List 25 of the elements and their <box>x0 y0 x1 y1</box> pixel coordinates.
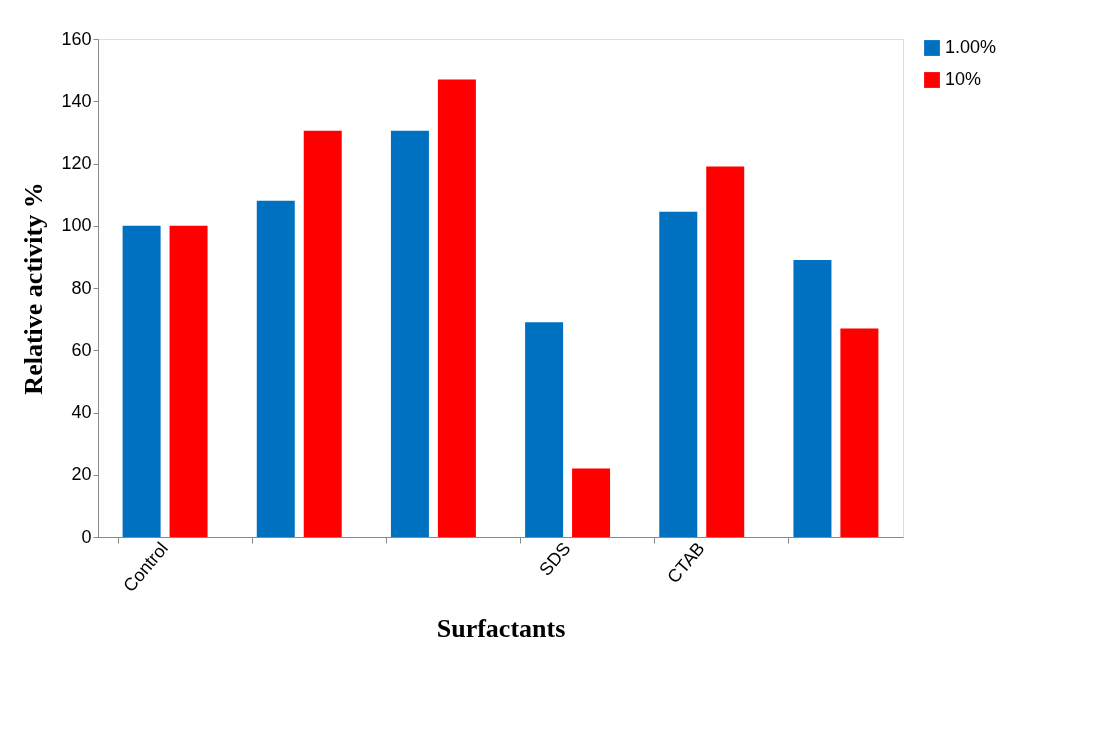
y-tick-label: 140 <box>61 90 92 111</box>
bar <box>659 211 698 537</box>
bar <box>525 322 564 537</box>
bar <box>706 166 745 537</box>
bar <box>793 259 832 537</box>
y-tick-label: 100 <box>61 215 92 236</box>
bar <box>437 79 476 537</box>
y-tick-label: 40 <box>71 402 92 422</box>
bar <box>390 130 429 537</box>
y-tick-label: 80 <box>71 277 92 298</box>
y-tick-label: 20 <box>71 464 92 485</box>
y-axis-title: Relative activity % <box>19 182 49 395</box>
y-tick-label: 120 <box>61 153 92 173</box>
bar <box>303 130 342 537</box>
y-tick-label: 60 <box>71 339 92 360</box>
bar <box>169 225 208 537</box>
bar <box>256 200 295 537</box>
y-tick-label: 160 <box>61 28 92 49</box>
bar <box>572 468 611 537</box>
bar <box>840 328 879 537</box>
y-tick-label: 0 <box>81 526 92 547</box>
legend-label: 10% <box>945 69 982 89</box>
x-axis-title: Surfactants <box>436 613 566 643</box>
bar <box>122 225 161 537</box>
legend-label: 1.00% <box>945 37 997 57</box>
